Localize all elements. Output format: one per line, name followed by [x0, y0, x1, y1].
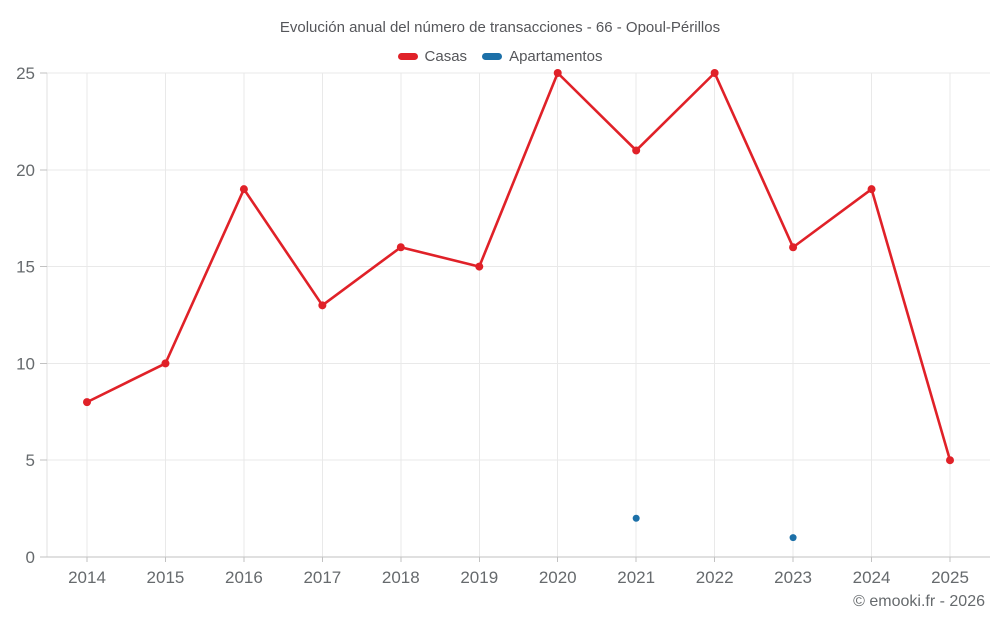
x-tick-label: 2018 [382, 568, 420, 587]
credit-text: © emooki.fr - 2026 [853, 593, 985, 610]
casas-point[interactable] [83, 398, 91, 407]
chart-title: Evolución anual del número de transaccio… [279, 19, 721, 36]
x-tick-label: 2021 [617, 568, 655, 587]
casas-point[interactable] [396, 243, 405, 252]
legend-item-casas[interactable]: Casas [397, 48, 468, 65]
casas-line [85, 71, 952, 462]
casas-point[interactable] [161, 359, 170, 368]
apartamentos-point[interactable] [632, 514, 640, 522]
casas-point[interactable] [553, 69, 562, 77]
legend-label-apartamentos: Apartamentos [509, 48, 603, 65]
casas-point[interactable] [318, 301, 327, 310]
casas-point[interactable] [239, 185, 248, 194]
x-tick-label: 2014 [68, 568, 106, 587]
casas-point[interactable] [789, 243, 798, 252]
x-tick-label: 2016 [225, 568, 263, 587]
casas-point[interactable] [867, 185, 876, 194]
x-tick-label: 2024 [853, 568, 891, 587]
legend-label-casas: Casas [424, 48, 468, 65]
y-tick-label: 5 [26, 451, 35, 470]
legend-swatch-casas-icon [397, 53, 418, 60]
x-tick-label: 2017 [303, 568, 341, 587]
x-tick-label: 2015 [147, 568, 185, 587]
x-tick-label: 2020 [539, 568, 577, 587]
y-tick-label: 15 [16, 258, 35, 277]
casas-point[interactable] [475, 262, 484, 271]
casas-point[interactable] [632, 146, 641, 155]
legend-swatch-apartamentos-icon [482, 53, 503, 60]
x-tick-label: 2025 [931, 568, 969, 587]
chart-legend: Casas Apartamentos [0, 48, 1000, 65]
casas-point[interactable] [946, 456, 954, 465]
y-tick-label: 0 [26, 548, 35, 567]
casas-point[interactable] [710, 69, 719, 77]
legend-item-apartamentos[interactable]: Apartamentos [482, 48, 602, 65]
y-tick-label: 25 [16, 64, 35, 83]
y-tick-label: 10 [16, 354, 35, 373]
y-tick-label: 20 [16, 161, 35, 180]
x-tick-label: 2019 [460, 568, 498, 587]
x-tick-label: 2023 [774, 568, 812, 587]
x-tick-label: 2022 [696, 568, 734, 587]
apartamentos-point[interactable] [789, 534, 797, 542]
